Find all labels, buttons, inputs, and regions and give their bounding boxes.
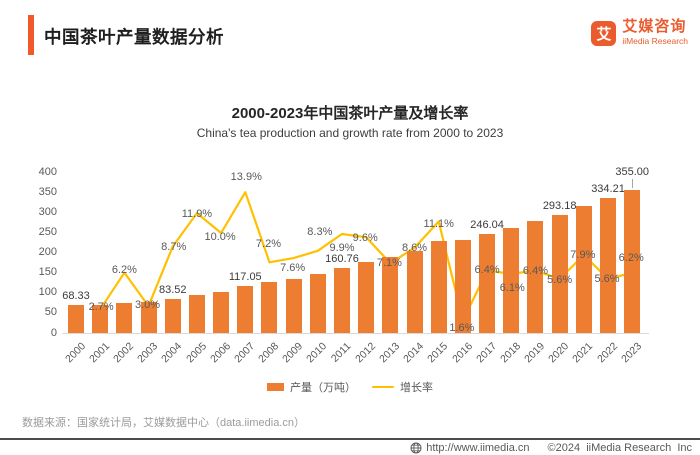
y-axis-tick-label: 0 — [50, 326, 57, 339]
x-axis-line — [62, 333, 649, 334]
production-bar-2020 — [551, 214, 568, 333]
production-bar-2004 — [164, 299, 181, 333]
bar-value-label: 355.00 — [615, 166, 650, 179]
page-title: 中国茶叶产量数据分析 — [44, 27, 224, 47]
growth-value-label: 10.0% — [204, 231, 236, 243]
production-bar-2003 — [140, 302, 157, 333]
bar-value-label: 117.05 — [228, 270, 262, 283]
globe-icon — [410, 442, 422, 454]
y-axis-tick-label: 50 — [44, 306, 57, 319]
production-bar-2023 — [624, 190, 641, 333]
bar-value-label: 160.76 — [325, 253, 359, 266]
bar-value-label: 334.21 — [591, 183, 625, 196]
growth-line-swatch-icon — [372, 385, 394, 389]
y-axis-tick-label: 150 — [38, 266, 57, 279]
growth-value-label: 6.2% — [618, 251, 644, 264]
y-axis-tick-label: 100 — [38, 286, 57, 299]
production-bar-2021 — [575, 205, 592, 333]
growth-value-label: 3.0% — [135, 299, 161, 312]
footer-copyright: ©2024 iiMedia Research Inc — [547, 442, 692, 454]
growth-value-label: 6.1% — [499, 281, 525, 294]
title-accent-bar — [28, 15, 34, 55]
y-axis-tick-label: 250 — [38, 225, 57, 238]
bar-value-label: 246.04 — [470, 218, 504, 231]
growth-value-label: 5.6% — [547, 273, 573, 286]
growth-value-label: 11.1% — [423, 217, 454, 230]
growth-value-label: 6.4% — [474, 263, 500, 276]
growth-value-label: 13.9% — [230, 171, 262, 184]
footer: http://www.iimedia.cn ©2024 iiMedia Rese… — [410, 442, 692, 454]
y-axis-tick-label: 350 — [38, 185, 57, 198]
growth-value-label: 1.6% — [449, 321, 475, 334]
growth-value-label: 6.2% — [111, 263, 137, 276]
logo-name-cn: 艾媒咨询 — [622, 18, 687, 35]
production-bar-2011 — [334, 268, 350, 333]
legend-item-growth: 增长率 — [372, 379, 433, 395]
chart-legend: 产量（万吨） 增长率 — [0, 379, 700, 395]
growth-value-label: 7.1% — [376, 257, 402, 270]
footer-divider — [0, 438, 700, 440]
growth-value-label: 8.6% — [402, 241, 428, 254]
production-swatch-icon — [267, 383, 284, 391]
production-bar-2007 — [237, 285, 254, 333]
bar-value-label: 293.18 — [542, 199, 577, 212]
production-bar-2008 — [261, 282, 278, 333]
production-bar-2017 — [479, 233, 496, 333]
iimedia-logo-icon: 艾 — [591, 21, 617, 46]
production-bar-2013 — [382, 257, 399, 333]
bar-value-label: 83.52 — [158, 284, 187, 297]
production-bar-2000 — [68, 305, 84, 333]
legend-production-label: 产量（万吨） — [290, 382, 356, 394]
production-bar-2018 — [503, 227, 520, 333]
y-axis-tick-label: 200 — [38, 246, 57, 258]
growth-value-label: 9.6% — [352, 232, 378, 245]
production-bar-2010 — [309, 274, 326, 333]
chart-title: 2000-2023年中国茶叶产量及增长率 — [231, 105, 469, 122]
growth-value-label: 7.6% — [280, 262, 306, 275]
production-bar-2019 — [527, 221, 544, 333]
growth-value-label: 5.6% — [594, 272, 620, 285]
production-bar-2016 — [454, 239, 471, 333]
production-bar-2022 — [600, 198, 617, 333]
production-bar-2002 — [116, 303, 133, 333]
label-leader-line — [632, 179, 634, 189]
legend-growth-label: 增长率 — [400, 382, 433, 394]
production-bar-2012 — [358, 262, 375, 333]
growth-value-label: 7.9% — [570, 248, 596, 261]
iimedia-logo: 艾 艾媒咨询 iiMedia Research — [591, 18, 688, 46]
production-bar-2005 — [188, 295, 205, 333]
logo-name-en: iiMedia Research — [622, 36, 688, 46]
growth-value-label: 2.7% — [88, 301, 114, 314]
production-bar-2014 — [406, 250, 423, 333]
production-bar-2006 — [213, 291, 230, 333]
legend-item-production: 产量（万吨） — [267, 379, 356, 395]
chart-subtitle: China's tea production and growth rate f… — [196, 126, 504, 140]
source-note: 数据来源：国家统计局，艾媒数据中心（data.iimedia.cn） — [22, 417, 305, 429]
growth-rate-line — [99, 191, 634, 322]
footer-url[interactable]: http://www.iimedia.cn — [426, 442, 530, 454]
y-axis-tick-label: 300 — [38, 205, 57, 218]
growth-value-label: 8.3% — [307, 225, 333, 238]
production-bar-2015 — [430, 241, 447, 333]
bar-value-label: 68.33 — [62, 290, 90, 303]
production-bar-2009 — [285, 278, 302, 333]
growth-value-label: 7.2% — [255, 238, 281, 251]
y-axis-tick-label: 400 — [38, 165, 57, 178]
growth-value-label: 9.9% — [329, 242, 355, 255]
growth-value-label: 6.4% — [522, 264, 549, 277]
growth-value-label: 8.7% — [161, 240, 187, 253]
production-bar-2001 — [92, 304, 109, 333]
growth-value-label: 11.9% — [181, 208, 213, 221]
